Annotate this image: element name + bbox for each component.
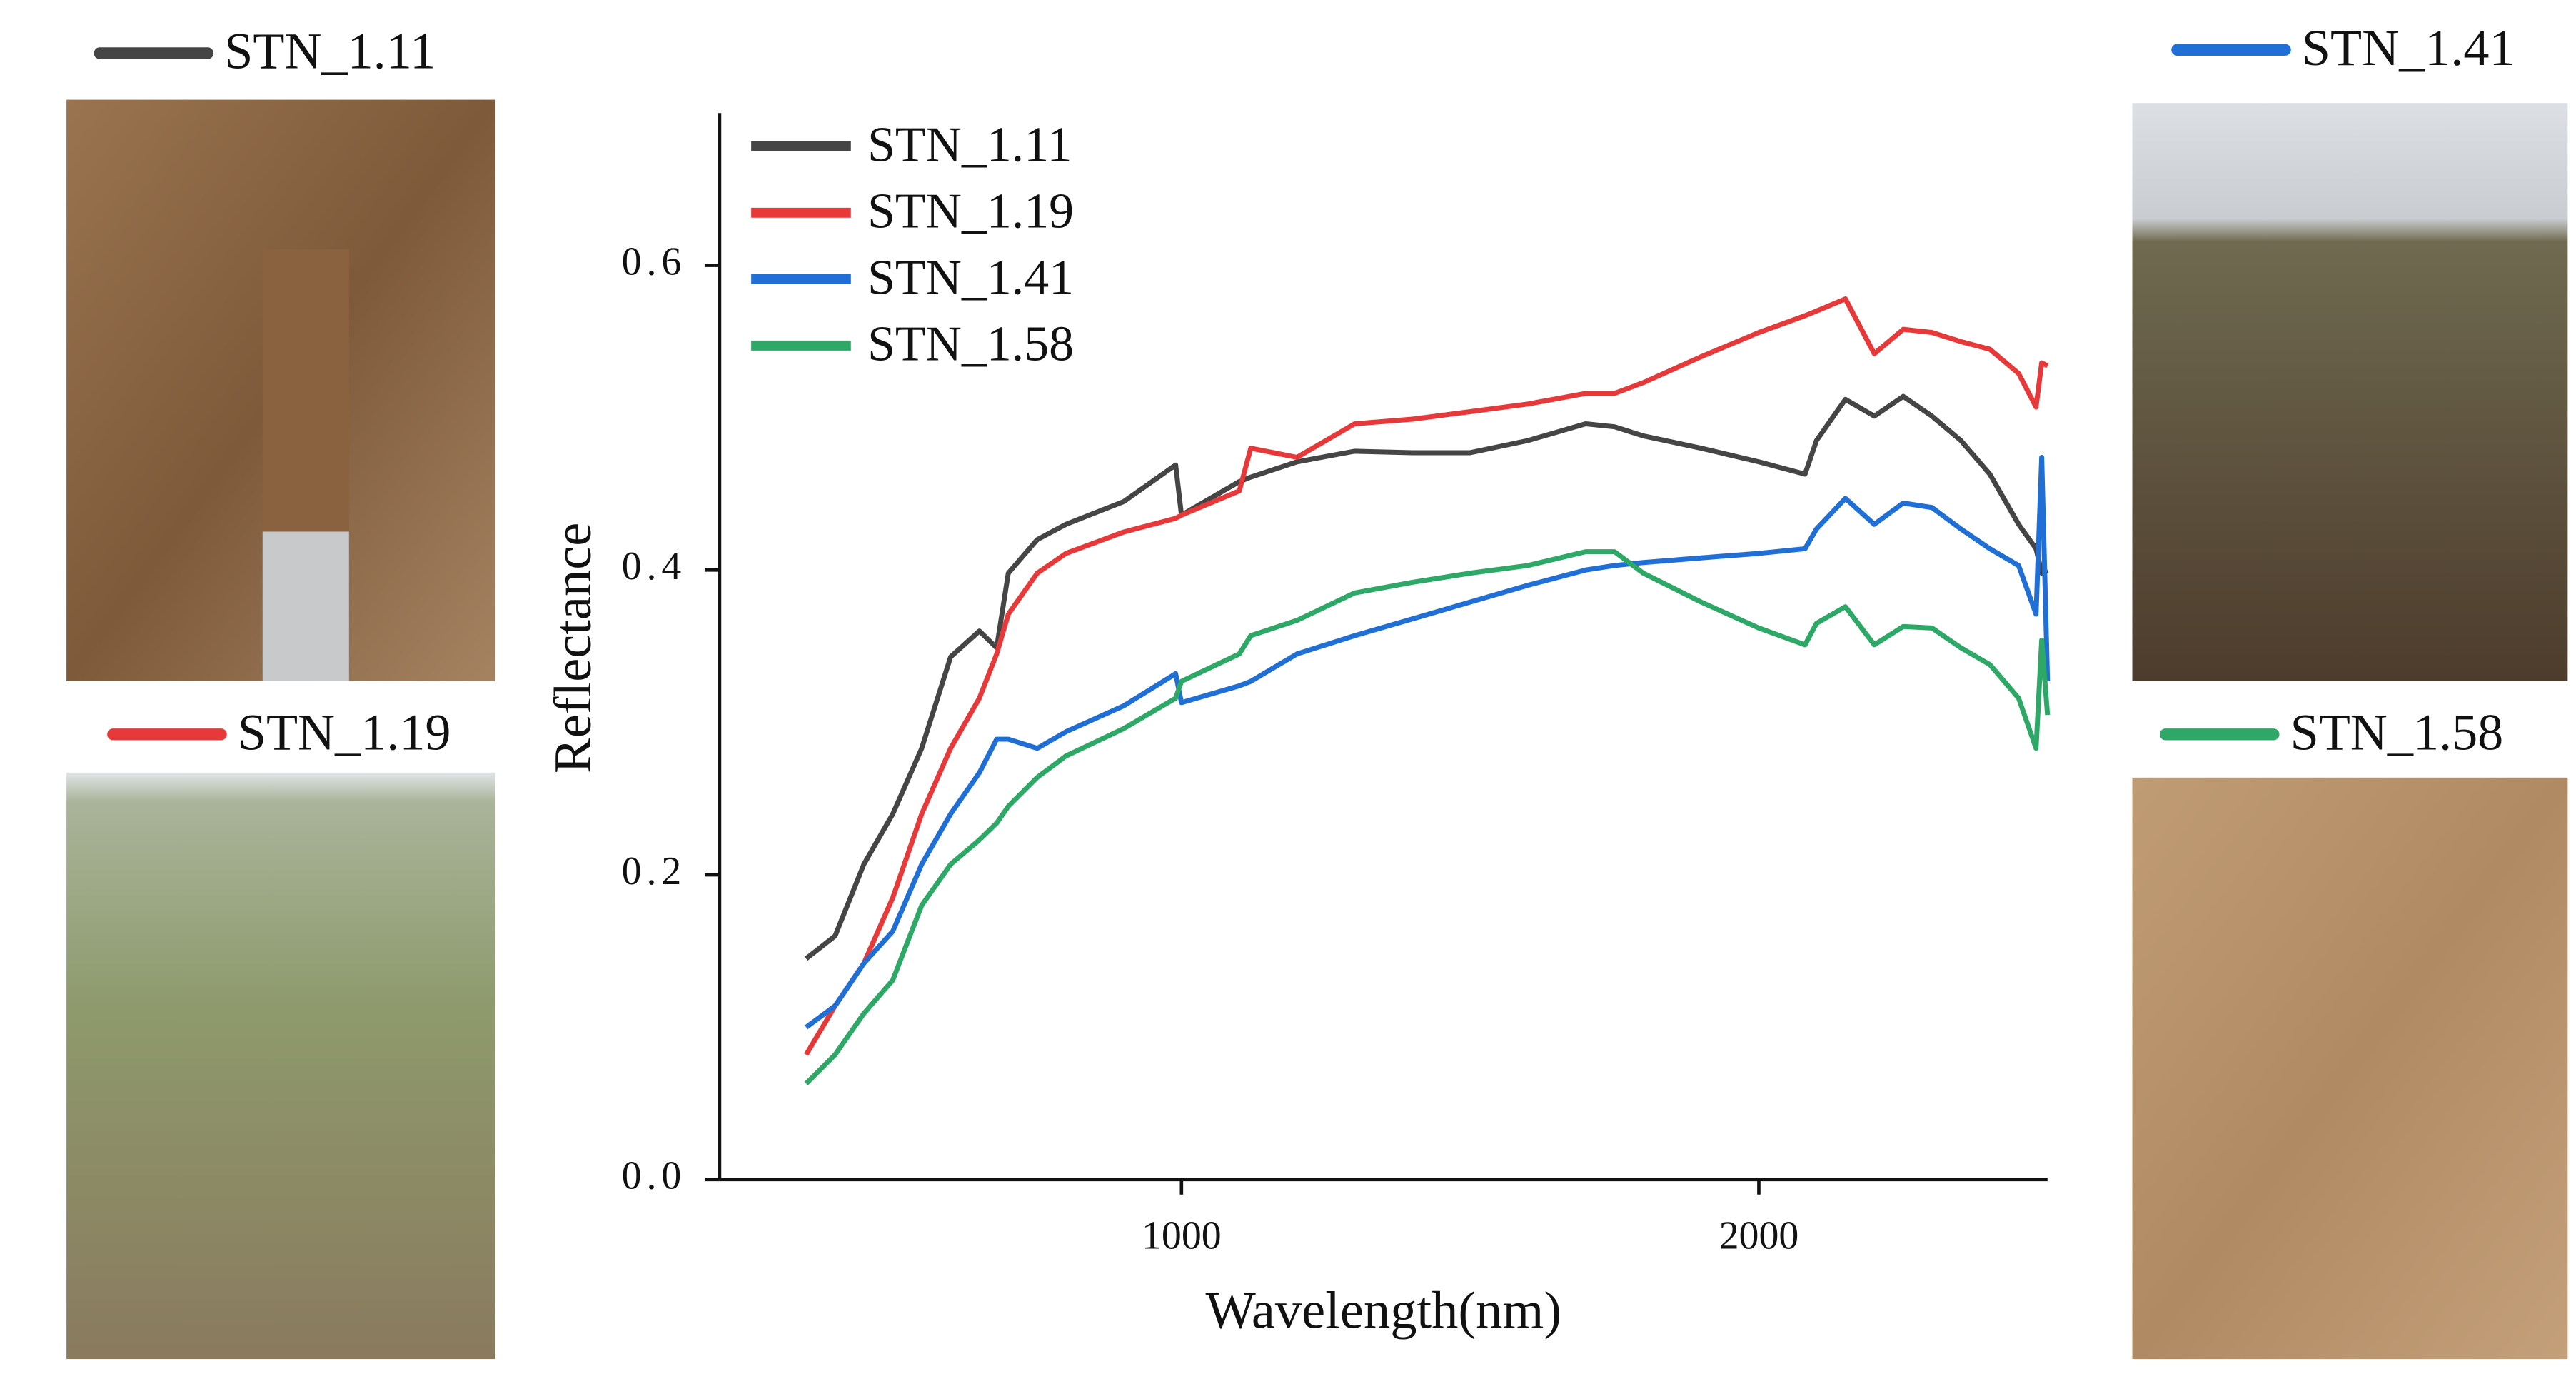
series-line [804,549,2051,1085]
photo-caption: STN_1.19 [238,704,451,761]
y-tick-label: 0.6 [622,239,687,284]
y-tick-label: 0.0 [622,1154,687,1198]
plot: 0.0 0.2 0.4 0.6 1000 2000 Wavelength(nm) Reflec… [94,19,2515,1340]
photo-detail [262,531,349,681]
photo-caption: STN_1.41 [2302,19,2515,76]
legend-label: STN_1.19 [867,184,1074,239]
legend-label: STN_1.58 [867,317,1074,372]
y-tick-label: 0.2 [622,849,687,893]
series-line [805,393,2049,961]
photo [2132,777,2568,1360]
photo [66,772,495,1360]
series-line [804,296,2049,1056]
y-axis-label: Reflectance [544,523,603,773]
photo [2132,103,2568,681]
x-tick-label: 2000 [1719,1213,1799,1258]
legend-label: STN_1.11 [867,117,1072,172]
y-tick-label: 0.4 [622,544,687,588]
x-axis-label: Wavelength(nm) [1206,1282,1562,1340]
legend-label: STN_1.41 [867,251,1074,306]
x-tick-label: 1000 [1142,1213,1222,1258]
series-line [805,454,2051,1030]
photo-caption: STN_1.58 [2290,704,2504,761]
photo-caption: STN_1.11 [224,23,436,80]
